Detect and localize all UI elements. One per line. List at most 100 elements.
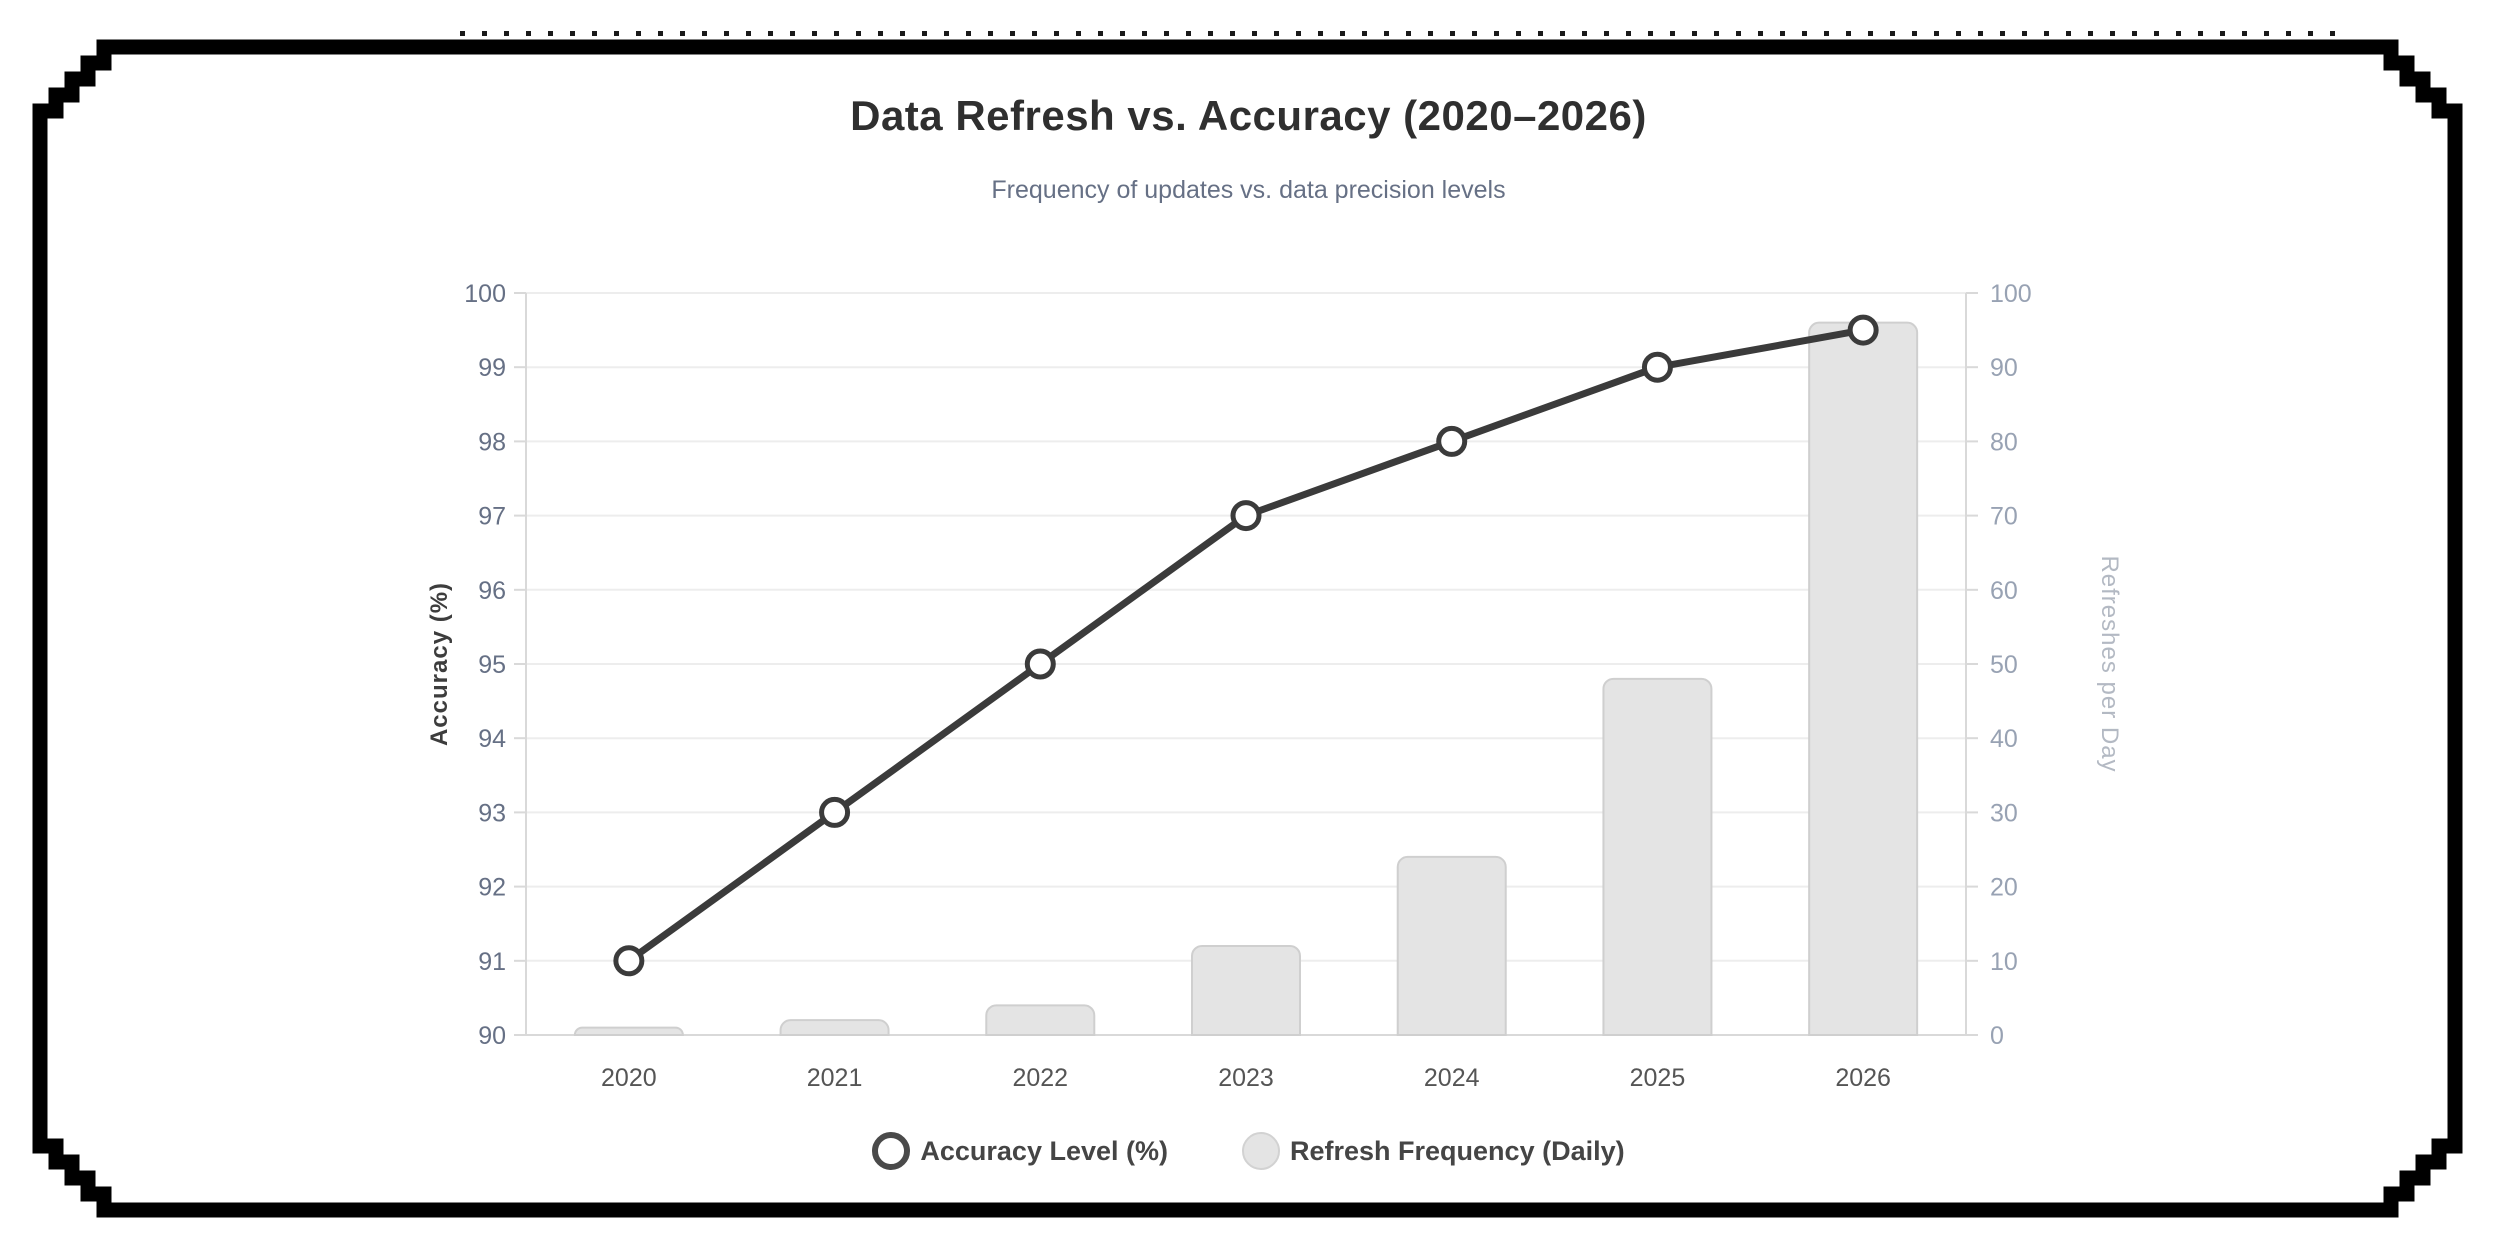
frame-dot: [856, 31, 861, 36]
frame-dot: [834, 31, 839, 36]
legend-label-accuracy: Accuracy Level (%): [920, 1135, 1168, 1166]
right-axis-tick-label: 30: [1990, 799, 2018, 827]
frame-dot: [2044, 31, 2049, 36]
left-axis-tick-label: 100: [464, 280, 506, 308]
frame-dot: [1164, 31, 1169, 36]
frame-dot: [900, 31, 905, 36]
frame-dot: [790, 31, 795, 36]
frame-dot: [944, 31, 949, 36]
frame-dot: [2110, 31, 2115, 36]
chart-legend: Accuracy Level (%) Refresh Frequency (Da…: [0, 1132, 2497, 1170]
frame-dot: [1098, 31, 1103, 36]
frame-dot: [1384, 31, 1389, 36]
line-point-2022[interactable]: [1024, 648, 1056, 680]
x-axis-tick-label: 2021: [807, 1064, 863, 1092]
frame-dot: [592, 31, 597, 36]
bar-2021[interactable]: [779, 1019, 890, 1036]
frame-dot: [812, 31, 817, 36]
frame-dot: [526, 31, 531, 36]
frame-dot: [1758, 31, 1763, 36]
frame-dot: [1934, 31, 1939, 36]
left-axis-title: Accuracy (%): [426, 582, 453, 746]
legend-item-refresh[interactable]: Refresh Frequency (Daily): [1242, 1132, 1625, 1170]
line-point-2020[interactable]: [613, 945, 645, 977]
x-axis-tick-label: 2022: [1012, 1064, 1068, 1092]
left-axis-tick-label: 99: [478, 354, 506, 382]
frame-dot: [1450, 31, 1455, 36]
frame-dot: [2220, 31, 2225, 36]
right-axis-tick-label: 60: [1990, 577, 2018, 605]
frame-dot: [1208, 31, 1213, 36]
frame-dot: [570, 31, 575, 36]
right-axis-title: Refreshes per Day: [2096, 555, 2123, 772]
frame-dot: [2264, 31, 2269, 36]
frame-dot: [2308, 31, 2313, 36]
right-axis-tick-label: 10: [1990, 948, 2018, 976]
line-point-2024[interactable]: [1436, 425, 1468, 457]
line-point-2021[interactable]: [819, 796, 851, 828]
frame-dot: [460, 31, 465, 36]
bar-2024[interactable]: [1396, 855, 1507, 1036]
frame-dot: [966, 31, 971, 36]
line-series-marker-icon: [872, 1132, 911, 1170]
frame-dot: [2022, 31, 2027, 36]
bar-2023[interactable]: [1191, 944, 1301, 1036]
x-axis-tick-label: 2020: [601, 1064, 657, 1092]
frame-dot: [2132, 31, 2137, 36]
frame-dot: [1868, 31, 1873, 36]
right-axis-tick-label: 100: [1990, 280, 2032, 308]
line-point-2026[interactable]: [1847, 314, 1879, 346]
frame-dot: [724, 31, 729, 36]
frame-dot: [1076, 31, 1081, 36]
frame-border: [32, 39, 2463, 1218]
left-axis-tick-label: 94: [478, 725, 506, 753]
frame-dot: [1978, 31, 1983, 36]
bar-2022[interactable]: [985, 1004, 1096, 1036]
frame-dot: [1846, 31, 1851, 36]
x-axis-tick-label: 2025: [1630, 1064, 1686, 1092]
frame-dot: [1824, 31, 1829, 36]
frame-dot: [614, 31, 619, 36]
frame-dot: [1890, 31, 1895, 36]
line-point-2023[interactable]: [1230, 500, 1262, 532]
frame-dot: [768, 31, 773, 36]
frame-dot: [1582, 31, 1587, 36]
line-point-2025[interactable]: [1641, 351, 1673, 383]
left-axis-tick-label: 92: [478, 874, 506, 902]
left-axis-tick-label: 98: [478, 428, 506, 456]
frame-dot: [548, 31, 553, 36]
frame-dot: [746, 31, 751, 36]
frame-dot: [2066, 31, 2071, 36]
frame-dot: [1472, 31, 1477, 36]
x-axis-tick-label: 2024: [1424, 1064, 1480, 1092]
frame-dot: [1648, 31, 1653, 36]
frame-dot: [1428, 31, 1433, 36]
frame-dot: [2286, 31, 2291, 36]
frame-dot: [878, 31, 883, 36]
frame-dot: [1780, 31, 1785, 36]
frame-dot: [922, 31, 927, 36]
bar-series-marker-icon: [1242, 1132, 1280, 1170]
frame-dot: [1494, 31, 1499, 36]
legend-label-refresh: Refresh Frequency (Daily): [1290, 1135, 1625, 1166]
frame-dot: [1296, 31, 1301, 36]
left-axis-tick-label: 93: [478, 799, 506, 827]
frame-dot: [504, 31, 509, 36]
x-axis-tick-label: 2026: [1835, 1064, 1891, 1092]
frame-dot: [2176, 31, 2181, 36]
frame-dot: [1604, 31, 1609, 36]
frame-dot: [1362, 31, 1367, 36]
frame-dot: [1538, 31, 1543, 36]
right-axis-tick-label: 80: [1990, 428, 2018, 456]
right-axis-tick-label: 40: [1990, 725, 2018, 753]
frame-dot: [1912, 31, 1917, 36]
frame-dot: [2154, 31, 2159, 36]
legend-item-accuracy[interactable]: Accuracy Level (%): [872, 1132, 1168, 1170]
frame-dot: [1318, 31, 1323, 36]
bar-2026[interactable]: [1808, 321, 1919, 1036]
frame-dot: [658, 31, 663, 36]
bar-2020[interactable]: [573, 1026, 684, 1036]
frame-dot: [1010, 31, 1015, 36]
frame-dot: [1252, 31, 1257, 36]
bar-2025[interactable]: [1602, 677, 1713, 1036]
